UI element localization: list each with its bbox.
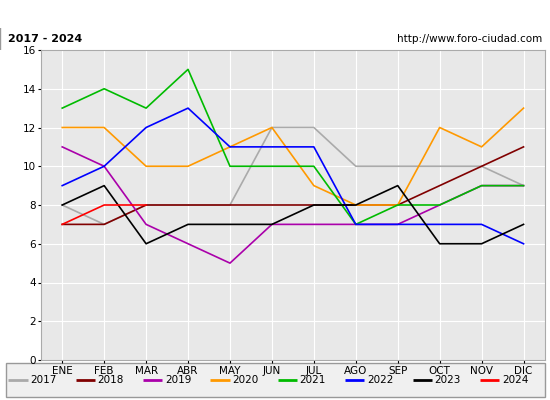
Text: 2023: 2023 [434,375,461,385]
Text: 2024: 2024 [502,375,528,385]
Bar [6,363,544,397]
Text: http://www.foro-ciudad.com: http://www.foro-ciudad.com [397,34,542,44]
Text: 2019: 2019 [165,375,191,385]
Text: 2021: 2021 [300,375,326,385]
Text: 2018: 2018 [98,375,124,385]
Text: 2020: 2020 [232,375,258,385]
Text: Evolucion del paro registrado en Villaseco de los Reyes: Evolucion del paro registrado en Villase… [84,7,466,21]
Text: 2017: 2017 [30,375,57,385]
Text: 2022: 2022 [367,375,393,385]
Text: 2017 - 2024: 2017 - 2024 [8,34,82,44]
